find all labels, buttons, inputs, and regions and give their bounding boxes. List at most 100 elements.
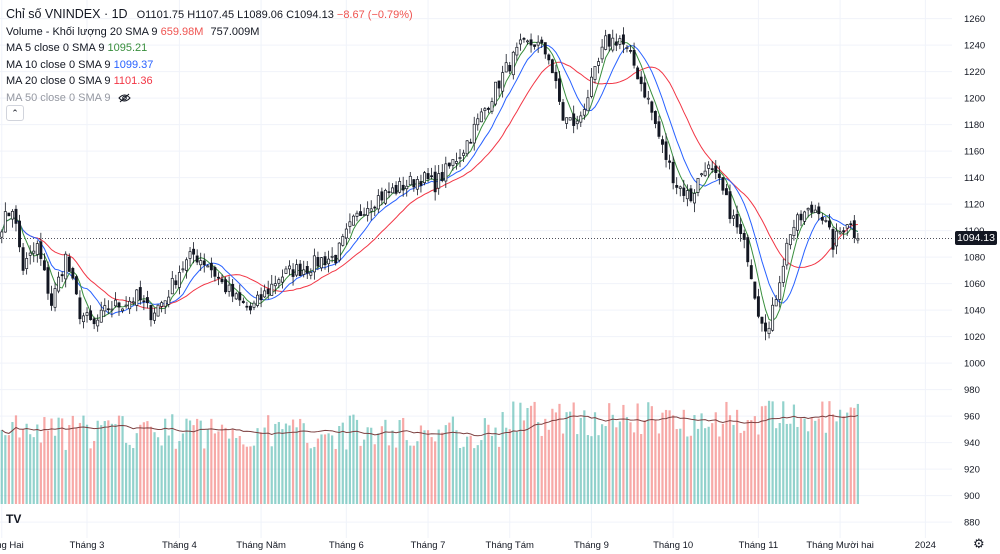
volume-bar [164,418,167,504]
candle-body [280,276,284,283]
volume-bar [789,423,792,504]
candle-body [117,302,121,308]
collapse-legend-button[interactable]: ⌃ [6,105,24,121]
candle-body [558,78,561,102]
candle-body [74,276,78,295]
indicator-ma50[interactable]: MA 50 close 0 SMA 9 [6,90,413,107]
y-tick-label: 1060 [964,279,985,290]
indicator-ma20[interactable]: MA 20 close 0 SMA 9 1101.36 [6,73,413,90]
gear-icon[interactable]: ⚙ [973,536,985,551]
symbol-row[interactable]: Chỉ số VNINDEX · 1D O1101.75 H1107.45 L1… [6,6,413,24]
volume-bar [682,409,685,504]
volume-bar [75,427,78,504]
volume-bar [625,417,629,504]
volume-bar [7,435,10,504]
candle-body [614,41,618,46]
volume-bar [458,448,462,504]
candle-body [540,39,544,44]
symbol-title[interactable]: Chỉ số VNINDEX · 1D [6,7,128,21]
candle-body [792,226,796,236]
candle-body [693,193,696,204]
candle-body [42,260,46,271]
volume-bar [220,424,224,504]
candle-body [53,288,57,308]
indicator-ma10[interactable]: MA 10 close 0 SMA 9 1099.37 [6,57,413,74]
price-axis[interactable]: 880 900 920 940 960 980 1000 1020 1040 1060 1080 11… [964,14,985,529]
volume-bar [672,415,675,504]
volume-bar [277,422,280,504]
volume-bar [50,418,53,504]
candle-body [483,108,487,111]
volume-bar [14,415,18,504]
indicator-ma5[interactable]: MA 5 close 0 SMA 9 1095.21 [6,40,413,57]
indicator-volume[interactable]: Volume - Khối lượng 20 SMA 9 659.98M 757… [6,24,413,41]
time-axis[interactable]: Tháng Hai Tháng 3 Tháng 4 Tháng Năm Tháng 6 T… [0,540,936,551]
volume-bar [483,418,486,504]
candle-body [685,190,689,200]
candle-body [3,211,7,233]
candle-body [408,175,412,186]
ma20-line [1,61,858,309]
volume-bar [217,431,220,504]
volume-bar [441,432,444,504]
y-tick-label: 1000 [964,359,985,370]
indicator-value: 1095.21 [107,42,148,54]
volume-bar [537,422,540,504]
volume-bar [739,432,742,504]
volume-bar [679,428,682,504]
volume-bar [384,419,387,504]
candle-body [145,297,149,304]
candle-body [593,66,597,80]
volume-bar [199,420,202,504]
candle-body [67,256,71,272]
volume-bar [323,434,327,504]
volume-bar [760,406,764,504]
volume-bar [341,422,344,504]
eye-off-icon[interactable] [117,93,131,103]
candle-body [646,97,650,100]
volume-bar [128,444,131,504]
candle-body [213,267,217,277]
candle-body [455,161,458,164]
volume-bar [178,441,181,504]
tradingview-logo[interactable]: TV [6,512,22,526]
candle-body [366,208,370,216]
indicator-label: Volume - Khối lượng 20 SMA 9 [6,25,158,38]
volume-bar [167,435,170,504]
y-tick-label: 1020 [964,332,985,343]
volume-bar [210,418,213,504]
y-tick-label: 1040 [964,306,985,317]
volume-bar [728,415,732,504]
volume-bar [785,423,788,504]
candle-body [764,322,767,332]
candle-body [50,293,53,306]
candle-body [362,214,366,216]
y-tick-label: 940 [964,438,980,449]
candle-body [799,213,803,221]
candle-body [579,115,583,123]
volume-bar [707,426,710,504]
candle-body [526,40,529,43]
volume-bar [544,418,547,504]
candle-body [369,208,373,212]
volume-bar [547,429,550,504]
volume-bar [181,433,185,504]
volume-bar [274,423,277,504]
volume-bar [43,417,46,504]
volume-bar [359,445,362,504]
volume-bar [497,446,501,504]
volume-bar [540,435,543,504]
volume-bar [853,407,856,504]
candle-body [330,255,334,258]
volume-bar [153,432,156,504]
candle-body [689,188,693,202]
candle-body [426,173,430,180]
candle-body [266,288,270,295]
volume-bar [295,427,298,504]
candle-body [664,141,668,160]
y-tick-label: 1160 [964,147,984,158]
candle-body [25,258,29,270]
candle-body [334,254,338,264]
candle-body [32,250,36,254]
